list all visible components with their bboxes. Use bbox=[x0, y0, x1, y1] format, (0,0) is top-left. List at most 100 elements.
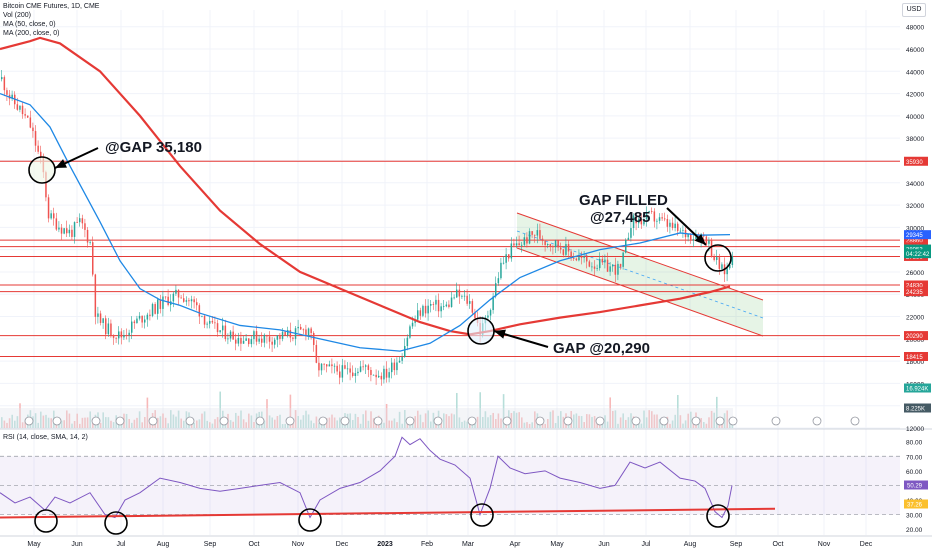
rsi-circle-2 bbox=[298, 508, 322, 532]
volume-bar bbox=[586, 414, 588, 428]
candle-body bbox=[445, 304, 448, 307]
candle-body bbox=[656, 220, 658, 222]
price-tick: 40000 bbox=[906, 114, 924, 121]
volume-tag-bg bbox=[904, 403, 931, 413]
candle-body bbox=[557, 240, 559, 248]
volume-bar bbox=[651, 411, 653, 428]
candle-body bbox=[495, 283, 497, 297]
candle-body bbox=[731, 256, 734, 266]
level-tag: 28860 bbox=[906, 239, 923, 245]
grid-lines bbox=[0, 10, 932, 535]
currency-button[interactable]: USD bbox=[902, 3, 926, 17]
candle-body bbox=[692, 239, 695, 241]
event-icon bbox=[467, 416, 477, 426]
volume-bar bbox=[417, 410, 419, 428]
time-tick: Sep bbox=[730, 541, 743, 548]
volume-bar bbox=[3, 420, 6, 428]
volume-bar bbox=[461, 421, 463, 428]
candle-body bbox=[492, 296, 494, 311]
candle-body bbox=[307, 328, 310, 336]
candle-body bbox=[458, 289, 461, 297]
candle-body bbox=[549, 243, 552, 247]
candle-body bbox=[508, 254, 510, 259]
volume-bar bbox=[708, 417, 710, 428]
candle-body bbox=[437, 299, 440, 312]
volume-bar bbox=[713, 412, 715, 428]
volume-bar bbox=[42, 415, 45, 428]
volume-bar bbox=[658, 419, 661, 428]
candle-body bbox=[586, 256, 588, 262]
time-tick: Jul bbox=[642, 541, 651, 548]
candle-body bbox=[6, 90, 8, 95]
volume-bar bbox=[183, 420, 185, 428]
volume-bar bbox=[458, 417, 461, 428]
candle-body bbox=[110, 323, 112, 336]
volume-bar bbox=[16, 416, 19, 428]
candle-body bbox=[107, 323, 110, 335]
candle-body bbox=[521, 244, 523, 246]
candle-body bbox=[94, 274, 97, 317]
candle-body bbox=[713, 256, 715, 260]
candle-body bbox=[591, 266, 593, 268]
volume-bar bbox=[500, 418, 502, 428]
indicator-vol: Vol (200) bbox=[3, 12, 32, 19]
volume-bar bbox=[575, 413, 578, 428]
candle-body bbox=[588, 261, 591, 267]
volume-bar bbox=[398, 411, 401, 428]
candle-body bbox=[196, 302, 198, 306]
candle-body bbox=[255, 331, 258, 342]
event-icon bbox=[91, 416, 101, 426]
level-tag-bg bbox=[904, 280, 928, 290]
volume-bar bbox=[302, 415, 305, 428]
candle-body bbox=[630, 228, 632, 238]
level-tag-bg bbox=[904, 235, 928, 245]
candle-body bbox=[346, 368, 349, 370]
volume-bar bbox=[627, 417, 630, 428]
candle-body bbox=[640, 219, 643, 225]
volume-bar bbox=[424, 413, 427, 428]
event-icon bbox=[812, 416, 822, 426]
volume-bar bbox=[66, 410, 68, 428]
volume-bar bbox=[24, 421, 26, 428]
volume-bar bbox=[248, 413, 250, 428]
price-tick: 26000 bbox=[906, 270, 924, 277]
volume-bar bbox=[687, 413, 689, 428]
volume-bar bbox=[492, 412, 494, 428]
candle-body bbox=[658, 217, 661, 221]
volume-bar bbox=[310, 420, 312, 428]
candle-body bbox=[500, 262, 502, 279]
candle-body bbox=[227, 338, 229, 340]
candle-body bbox=[443, 306, 445, 308]
candle-body bbox=[99, 313, 102, 323]
candle-body bbox=[154, 304, 156, 314]
gap-circle-0 bbox=[28, 156, 56, 184]
candle-body bbox=[141, 315, 143, 323]
candle-body bbox=[391, 362, 393, 373]
candle-body bbox=[599, 258, 601, 269]
volume-bar bbox=[37, 422, 39, 428]
time-tick: Nov bbox=[292, 541, 305, 548]
event-icon bbox=[595, 416, 605, 426]
volume-bar bbox=[640, 423, 643, 428]
volume-bar bbox=[393, 418, 396, 428]
candle-body bbox=[3, 77, 6, 91]
event-icon bbox=[115, 416, 125, 426]
volume-bar bbox=[671, 420, 674, 428]
volume-bar bbox=[531, 422, 533, 428]
volume-bar bbox=[372, 418, 375, 428]
price-axis: 4800046000440004200040000380003600034000… bbox=[904, 25, 931, 534]
candle-body bbox=[185, 300, 188, 302]
price-tag-bg bbox=[904, 244, 931, 254]
candle-body bbox=[138, 315, 141, 319]
candle-body bbox=[372, 374, 375, 376]
volume-bar bbox=[518, 412, 520, 428]
candle-body bbox=[159, 299, 162, 309]
volume-bar bbox=[419, 414, 422, 428]
event-icon bbox=[318, 416, 328, 426]
time-tick: May bbox=[550, 541, 564, 548]
volume-bar bbox=[700, 418, 702, 428]
candle-body bbox=[380, 375, 383, 380]
candle-body bbox=[302, 329, 305, 331]
event-icon bbox=[535, 416, 545, 426]
